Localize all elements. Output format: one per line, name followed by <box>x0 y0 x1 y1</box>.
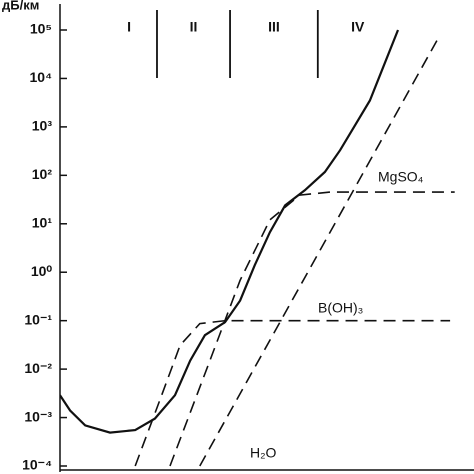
region-label: IV <box>351 19 365 35</box>
y-tick-label: 10⁴ <box>30 69 53 85</box>
region-label: II <box>190 19 198 35</box>
y-tick-label: 10⁰ <box>31 263 53 279</box>
series-label: MgSO₄ <box>378 169 424 185</box>
y-tick-label: 10³ <box>32 118 53 134</box>
series-label: B(OH)₃ <box>318 300 363 316</box>
dashed-curve <box>134 319 451 467</box>
y-tick-label: 10⁻² <box>24 360 52 376</box>
y-tick-label: 10⁻³ <box>24 408 52 424</box>
y-tick-label: 10⁻¹ <box>24 311 52 327</box>
y-axis-label: дБ/км <box>2 0 39 12</box>
y-tick-label: 10² <box>32 166 53 182</box>
region-label: I <box>127 19 131 35</box>
total-curve <box>60 29 400 434</box>
series-label: H₂O <box>250 445 277 461</box>
y-tick-label: 10⁵ <box>30 21 52 37</box>
region-label: III <box>268 19 280 35</box>
y-tick-label: 10¹ <box>32 214 53 230</box>
y-tick-label: 10⁻⁴ <box>22 457 52 473</box>
dashed-curve <box>199 34 441 467</box>
